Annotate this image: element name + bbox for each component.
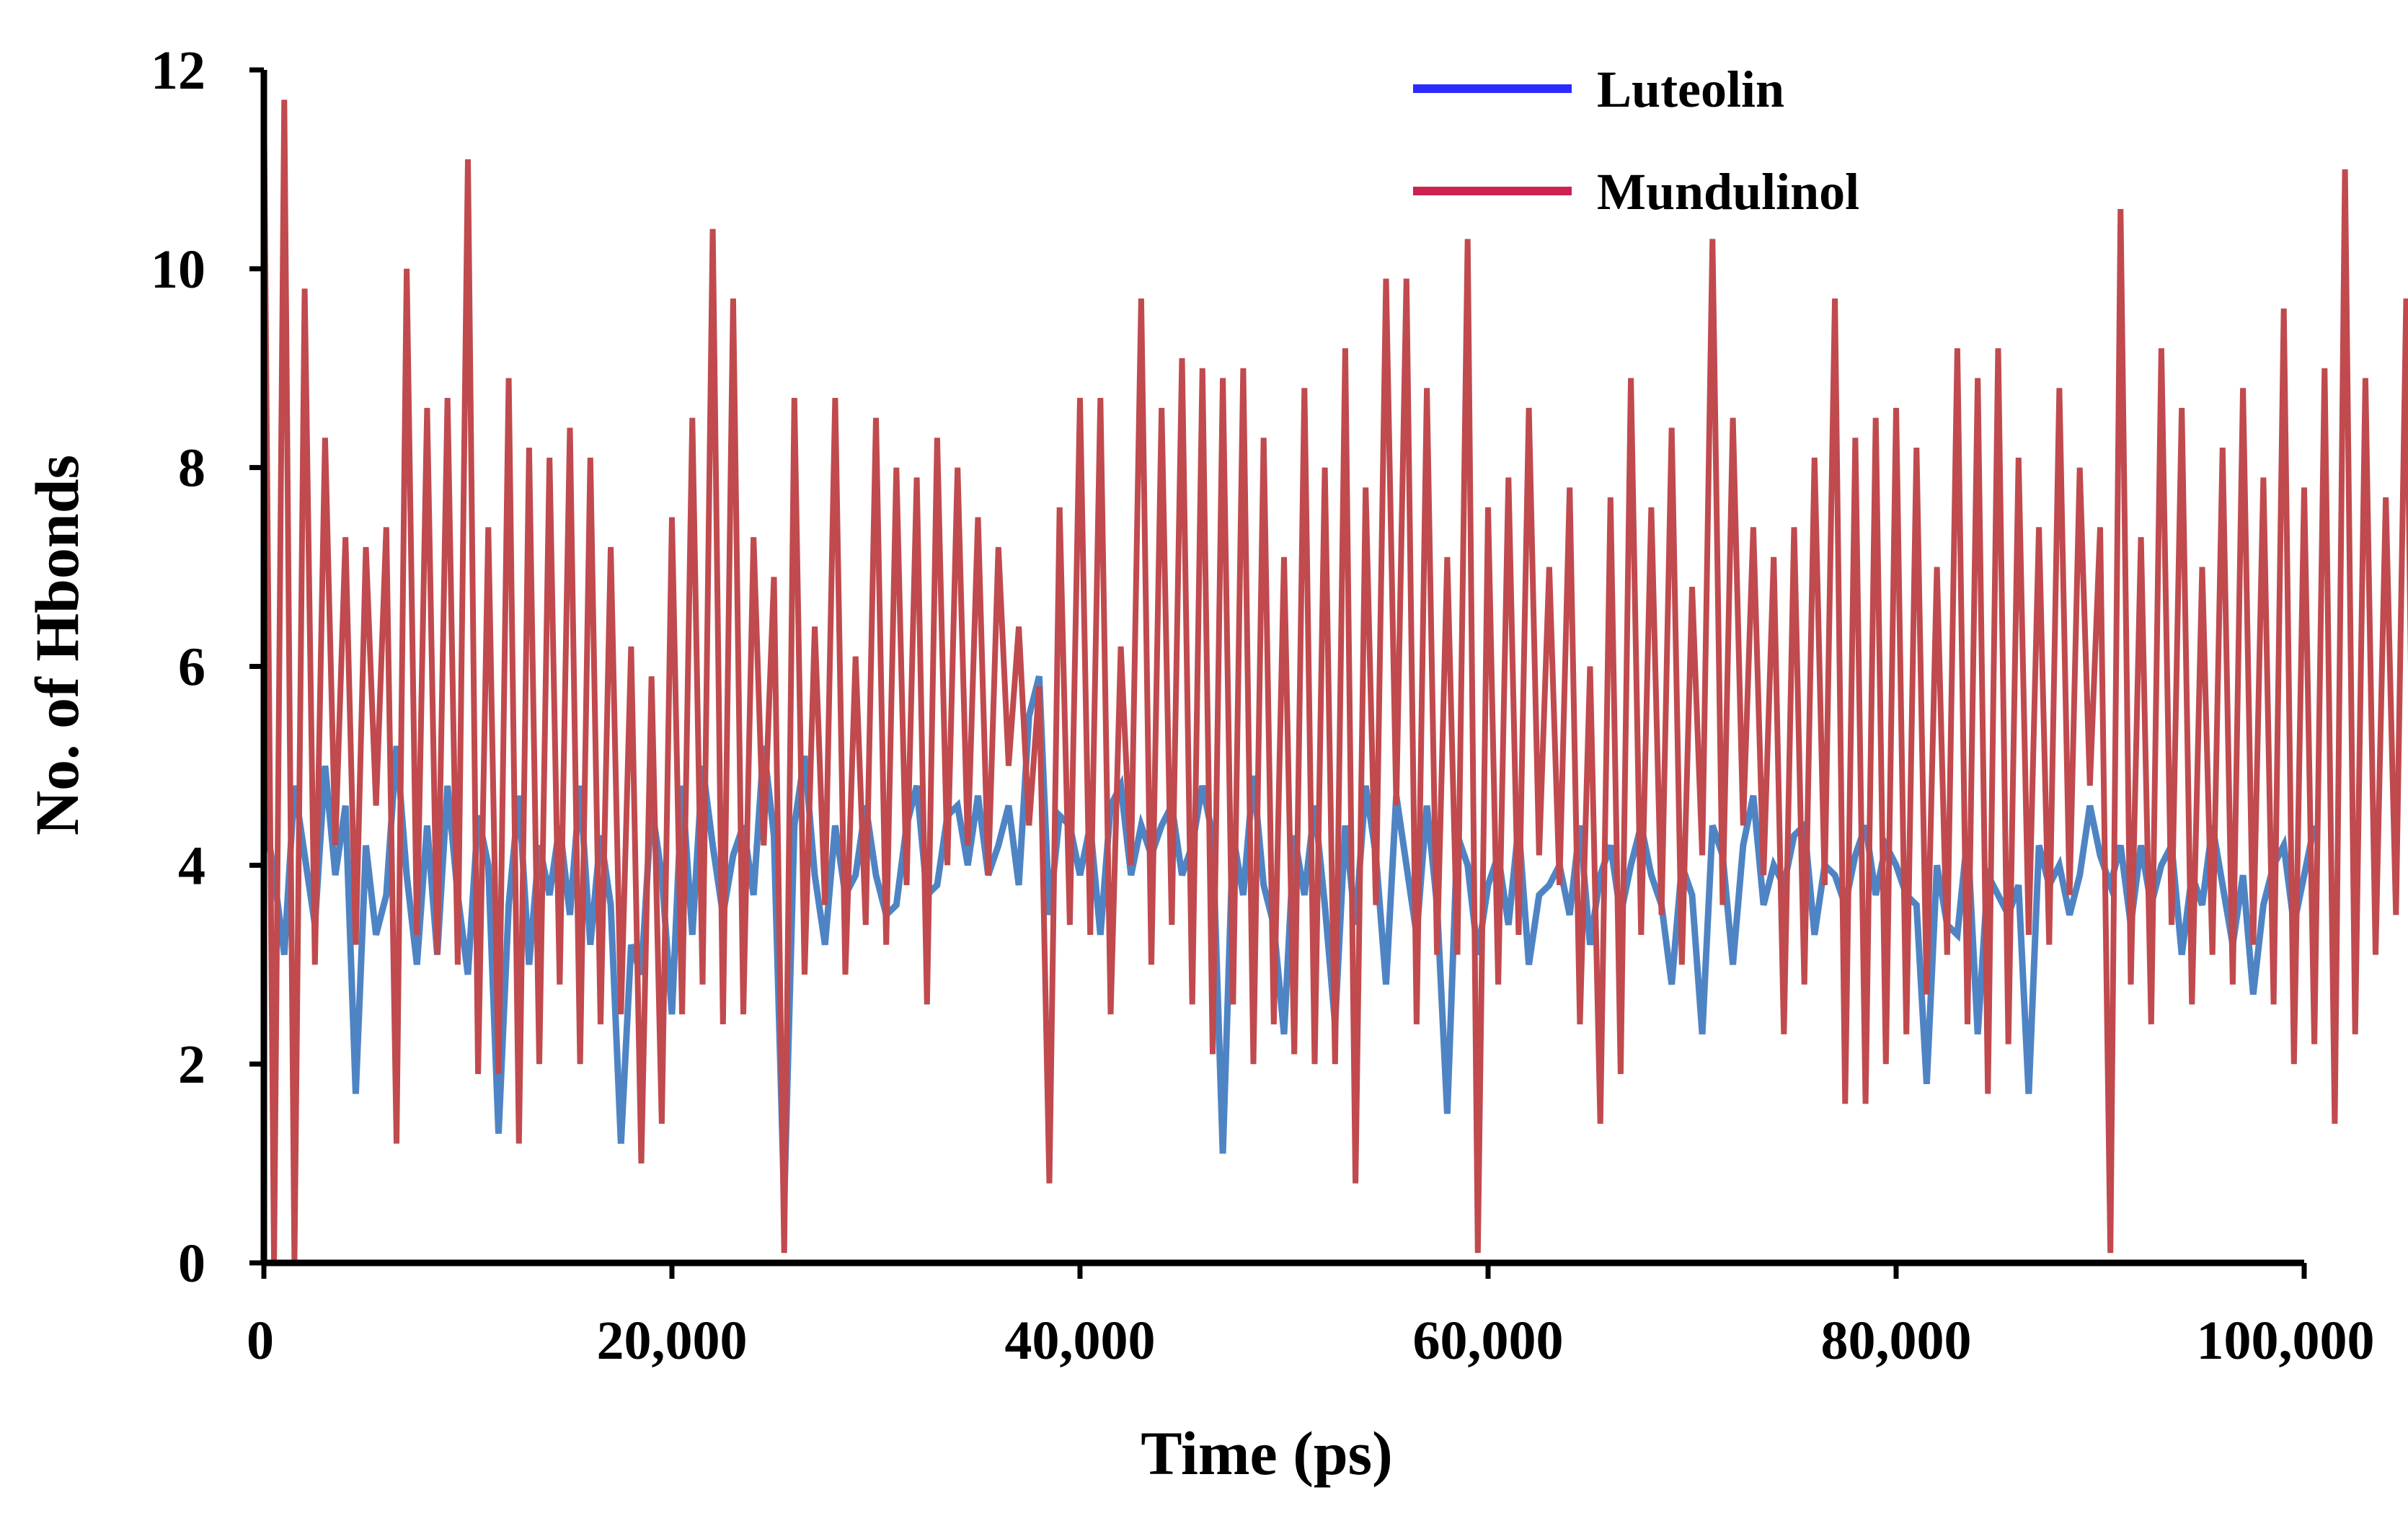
- legend-label-luteolin: Luteolin: [1597, 61, 1784, 118]
- y-tick-label: 2: [178, 1034, 205, 1095]
- y-tick-label: 0: [178, 1233, 205, 1294]
- series-line-mundulinol: [261, 99, 2408, 1264]
- legend-label-mundulinol: Mundulinol: [1597, 163, 1859, 221]
- x-tick-label: 0: [247, 1310, 274, 1371]
- y-tick-label: 6: [178, 637, 205, 698]
- y-tick-label: 8: [178, 438, 205, 499]
- x-axis-title: Time (ps): [1141, 1419, 1393, 1488]
- x-tick-label: 20,000: [597, 1310, 748, 1371]
- y-axis-title: No. of Hbonds: [22, 455, 92, 835]
- y-tick-label: 10: [151, 239, 205, 300]
- x-tick-label: 80,000: [1821, 1310, 1972, 1371]
- x-tick-label: 60,000: [1413, 1310, 1564, 1371]
- y-tick-label: 12: [151, 40, 205, 101]
- x-tick-label: 40,000: [1005, 1310, 1156, 1371]
- x-tick-label: 100,000: [2197, 1310, 2375, 1371]
- y-tick-label: 4: [178, 835, 205, 896]
